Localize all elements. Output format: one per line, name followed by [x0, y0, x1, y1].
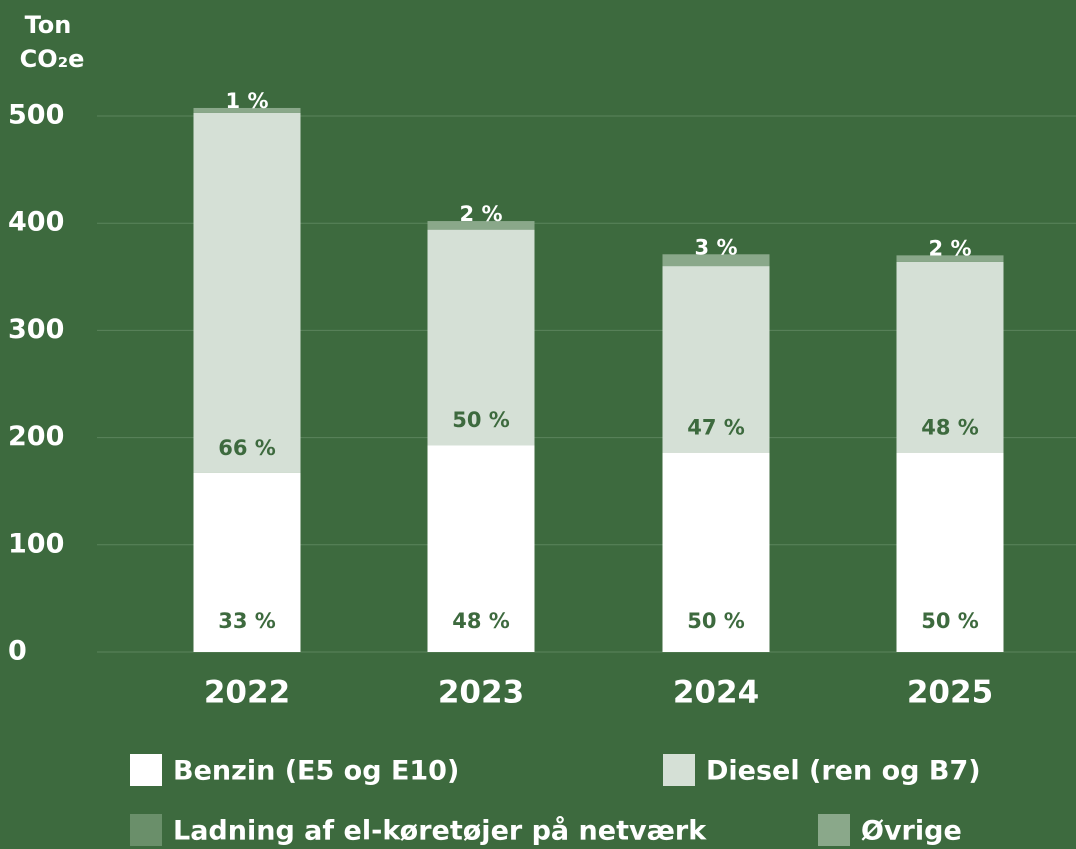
- legend-swatch: [663, 754, 695, 786]
- legend-label: Benzin (E5 og E10): [173, 756, 459, 787]
- legend-label: Diesel (ren og B7): [706, 756, 981, 787]
- bar-segment: [427, 229, 535, 446]
- y-axis-title: Ton: [25, 11, 72, 39]
- y-tick-label: 0: [8, 636, 27, 667]
- y-tick-label: 100: [8, 528, 64, 559]
- x-tick-label: 2025: [907, 675, 993, 711]
- share-label: 2 %: [460, 202, 503, 226]
- bar-segment: [427, 445, 535, 652]
- bar-segment: [193, 107, 301, 113]
- bar-segment: [896, 255, 1004, 262]
- share-label: 48 %: [921, 416, 979, 440]
- legend-swatch: [130, 754, 162, 786]
- legend-label: Ladning af el-køretøjer på netværk: [173, 815, 707, 847]
- legend-label: Øvrige: [861, 816, 962, 847]
- x-tick-label: 2023: [438, 675, 524, 711]
- legend-swatch: [818, 814, 850, 846]
- y-axis-title: CO₂e: [20, 45, 85, 73]
- y-tick-label: 500: [8, 100, 64, 131]
- bar-segment: [193, 472, 301, 652]
- x-tick-label: 2022: [204, 675, 290, 711]
- y-tick-label: 300: [8, 314, 64, 345]
- bar-segment: [896, 452, 1004, 652]
- share-label: 2 %: [929, 236, 972, 260]
- bar-segment: [193, 112, 301, 473]
- y-tick-label: 200: [8, 421, 64, 452]
- bar-segment: [662, 266, 770, 453]
- y-tick-label: 400: [8, 207, 64, 238]
- bar-segment: [662, 254, 770, 267]
- share-label: 1 %: [226, 89, 269, 113]
- share-label: 48 %: [452, 609, 510, 633]
- share-label: 50 %: [921, 609, 979, 633]
- x-tick-label: 2024: [673, 675, 759, 711]
- share-label: 66 %: [218, 436, 276, 460]
- bar-segment: [427, 221, 535, 230]
- share-label: 50 %: [687, 609, 745, 633]
- share-label: 33 %: [218, 609, 276, 633]
- share-label: 3 %: [695, 235, 738, 259]
- share-label: 50 %: [452, 408, 510, 432]
- legend-swatch: [130, 814, 162, 846]
- bar-segment: [896, 261, 1004, 453]
- bar-segment: [662, 452, 770, 652]
- share-label: 47 %: [687, 416, 745, 440]
